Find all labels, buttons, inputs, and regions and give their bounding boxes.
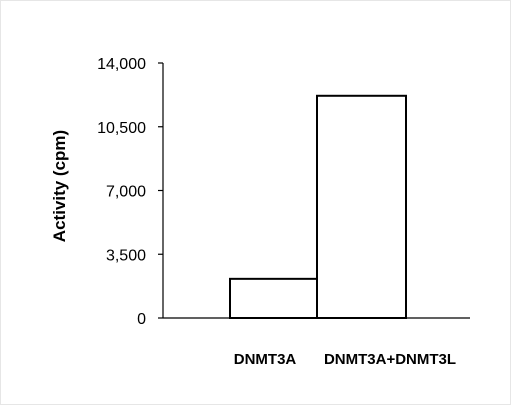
bar-dnmt3a: [229, 277, 318, 320]
x-category-label: DNMT3A: [234, 351, 297, 368]
y-tick-label: 7,000: [106, 184, 146, 201]
y-tick-label: 3,500: [106, 247, 146, 264]
x-labels: DNMT3A DNMT3A+DNMT3L: [234, 351, 456, 368]
y-tick-label: 10,500: [97, 120, 146, 137]
y-tick-label: 14,000: [97, 56, 146, 73]
y-tick-label: 0: [137, 311, 146, 328]
y-axis-title: Activity (cpm): [50, 130, 69, 242]
x-category-label: DNMT3A+DNMT3L: [324, 351, 456, 368]
bar-dnmt3a-dnmt3l: [316, 94, 407, 319]
bars: [229, 94, 407, 320]
y-ticks: 0 3,500 7,000 10,500 14,000: [97, 56, 163, 328]
